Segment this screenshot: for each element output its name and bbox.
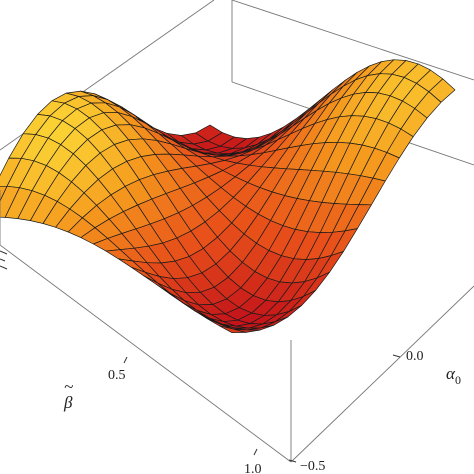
beta-tick-label-1: 1.0 — [244, 462, 262, 474]
surface-patch — [233, 328, 261, 333]
beta-tick-1 — [253, 448, 258, 456]
beta-axis: 0.5 1.0 β ~ — [63, 356, 262, 474]
alpha-tick-label-1: −0.5 — [300, 459, 325, 474]
z-tick-0 — [0, 250, 8, 255]
surface-mesh — [0, 59, 456, 334]
z-axis-stub — [0, 250, 8, 270]
bounding-box-front — [0, 190, 474, 463]
beta-tick-0 — [123, 356, 128, 364]
beta-axis-accent: ~ — [64, 377, 73, 396]
alpha-axis-label: α0 — [446, 364, 461, 387]
alpha-tick-0 — [392, 354, 401, 358]
alpha-tick-label-0: 0.0 — [406, 349, 424, 364]
z-tick-2 — [0, 265, 8, 270]
box-edge-front-right — [290, 285, 474, 463]
box-edge-top-right — [231, 0, 474, 81]
box-edge-front-left — [0, 244, 292, 463]
beta-axis-label: β — [63, 393, 73, 412]
z-tick-1 — [0, 258, 6, 262]
beta-tick-label-0: 0.5 — [108, 368, 126, 383]
alpha-tick-1 — [288, 459, 297, 463]
alpha-axis: 0.0 −0.5 α0 — [288, 349, 461, 474]
axes: 0.0 −0.5 α0 0.5 1.0 β ~ — [0, 250, 461, 474]
